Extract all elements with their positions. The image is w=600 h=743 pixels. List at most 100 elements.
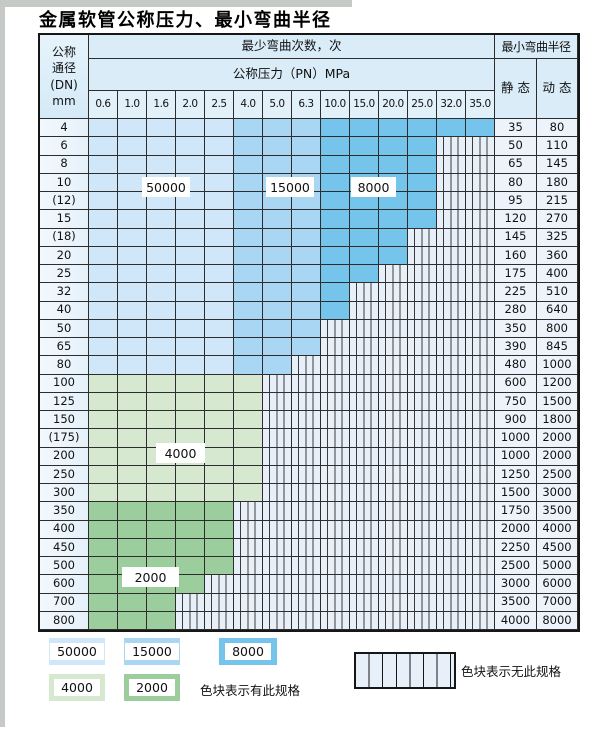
cell-dn65-pn20.0	[379, 338, 408, 357]
cell-dn150-pn1.6	[147, 411, 176, 430]
cell-dn400-pn15.0	[350, 520, 379, 539]
row-dn-(175): (175)	[40, 429, 89, 448]
cell-dn32-pn15.0	[350, 283, 379, 302]
cell-dn8-pn4.0	[234, 155, 263, 174]
cell-dn150-pn25.0	[408, 411, 437, 430]
cell-dn150-pn4.0	[234, 411, 263, 430]
dynamic-radius-dn250: 2500	[537, 465, 578, 484]
cell-dn100-pn1.0	[118, 374, 147, 393]
cell-dn200-pn6.3	[292, 447, 321, 466]
cell-dn8-pn1.6	[147, 155, 176, 174]
cell-dn25-pn32.0	[437, 265, 466, 284]
cell-dn8-pn2.0	[176, 155, 205, 174]
cell-dn20-pn10.0	[321, 246, 350, 265]
cell-dn32-pn1.0	[118, 283, 147, 302]
dynamic-radius-dn4: 80	[537, 119, 578, 138]
cell-dn600-pn35.0	[466, 575, 495, 594]
cell-dn40-pn10.0	[321, 301, 350, 320]
cell-dn(18)-pn32.0	[437, 228, 466, 247]
cell-dn200-pn10.0	[321, 447, 350, 466]
cell-dn8-pn32.0	[437, 155, 466, 174]
cell-dn15-pn6.3	[292, 210, 321, 229]
cell-dn400-pn1.0	[118, 520, 147, 539]
cell-dn6-pn32.0	[437, 137, 466, 156]
cell-dn500-pn25.0	[408, 557, 437, 576]
cell-dn50-pn0.6	[89, 319, 118, 338]
cell-dn800-pn2.5	[205, 611, 234, 630]
cell-dn350-pn0.6	[89, 502, 118, 521]
dynamic-radius-dn25: 400	[537, 265, 578, 284]
dynamic-radius-dn10: 180	[537, 173, 578, 192]
pressure-col-1.6: 1.6	[147, 91, 176, 119]
cell-dn65-pn2.5	[205, 338, 234, 357]
dynamic-radius-dn15: 270	[537, 210, 578, 229]
cell-dn65-pn5.0	[263, 338, 292, 357]
nominal-pressure-header: 公称压力（PN）MPa	[89, 59, 495, 91]
cell-dn250-pn20.0	[379, 465, 408, 484]
cell-dn300-pn2.0	[176, 484, 205, 503]
pressure-col-2.0: 2.0	[176, 91, 205, 119]
cell-dn25-pn15.0	[350, 265, 379, 284]
cell-dn250-pn5.0	[263, 465, 292, 484]
cell-dn15-pn2.5	[205, 210, 234, 229]
cell-dn4-pn5.0	[263, 119, 292, 138]
row-dn-40: 40	[40, 301, 89, 320]
cell-dn(18)-pn25.0	[408, 228, 437, 247]
cell-dn6-pn1.6	[147, 137, 176, 156]
cell-dn40-pn1.6	[147, 301, 176, 320]
cell-dn(12)-pn32.0	[437, 192, 466, 211]
cell-dn450-pn35.0	[466, 538, 495, 557]
cell-dn65-pn6.3	[292, 338, 321, 357]
cell-dn150-pn10.0	[321, 411, 350, 430]
dynamic-radius-dn450: 4500	[537, 538, 578, 557]
cell-dn6-pn4.0	[234, 137, 263, 156]
row-dn-350: 350	[40, 502, 89, 521]
static-radius-dn500: 2500	[495, 557, 537, 576]
cell-dn32-pn2.0	[176, 283, 205, 302]
cell-dn350-pn2.0	[176, 502, 205, 521]
cell-dn350-pn1.6	[147, 502, 176, 521]
cell-dn40-pn35.0	[466, 301, 495, 320]
cell-dn150-pn35.0	[466, 411, 495, 430]
row-dn-800: 800	[40, 611, 89, 630]
static-radius-dn25: 175	[495, 265, 537, 284]
cell-dn200-pn0.6	[89, 447, 118, 466]
cell-dn(18)-pn5.0	[263, 228, 292, 247]
cell-dn400-pn2.5	[205, 520, 234, 539]
row-dn-(12): (12)	[40, 192, 89, 211]
cell-dn250-pn32.0	[437, 465, 466, 484]
cell-dn20-pn20.0	[379, 246, 408, 265]
cell-dn500-pn4.0	[234, 557, 263, 576]
static-radius-dn600: 3000	[495, 575, 537, 594]
cell-dn150-pn6.3	[292, 411, 321, 430]
static-radius-dn450: 2250	[495, 538, 537, 557]
legend-label-50000: 50000	[50, 643, 104, 660]
cell-dn(12)-pn0.6	[89, 192, 118, 211]
cell-dn200-pn15.0	[350, 447, 379, 466]
cell-dn65-pn2.0	[176, 338, 205, 357]
static-radius-dn150: 900	[495, 411, 537, 430]
cell-dn4-pn20.0	[379, 119, 408, 138]
cell-dn200-pn4.0	[234, 447, 263, 466]
static-radius-dn15: 120	[495, 210, 537, 229]
cell-dn6-pn20.0	[379, 137, 408, 156]
cell-dn300-pn35.0	[466, 484, 495, 503]
cell-dn125-pn2.0	[176, 392, 205, 411]
static-radius-dn10: 80	[495, 173, 537, 192]
cell-dn125-pn25.0	[408, 392, 437, 411]
cell-dn600-pn25.0	[408, 575, 437, 594]
static-radius-dn40: 280	[495, 301, 537, 320]
cell-dn10-pn0.6	[89, 173, 118, 192]
cell-dn700-pn5.0	[263, 593, 292, 612]
dynamic-radius-dn(12): 215	[537, 192, 578, 211]
cycles-label-8000: 8000	[351, 177, 396, 197]
cell-dn4-pn15.0	[350, 119, 379, 138]
cell-dn100-pn20.0	[379, 374, 408, 393]
static-radius-dn350: 1750	[495, 502, 537, 521]
cell-dn350-pn6.3	[292, 502, 321, 521]
cell-dn800-pn2.0	[176, 611, 205, 630]
cell-dn(18)-pn35.0	[466, 228, 495, 247]
cell-dn700-pn35.0	[466, 593, 495, 612]
cell-dn40-pn2.0	[176, 301, 205, 320]
